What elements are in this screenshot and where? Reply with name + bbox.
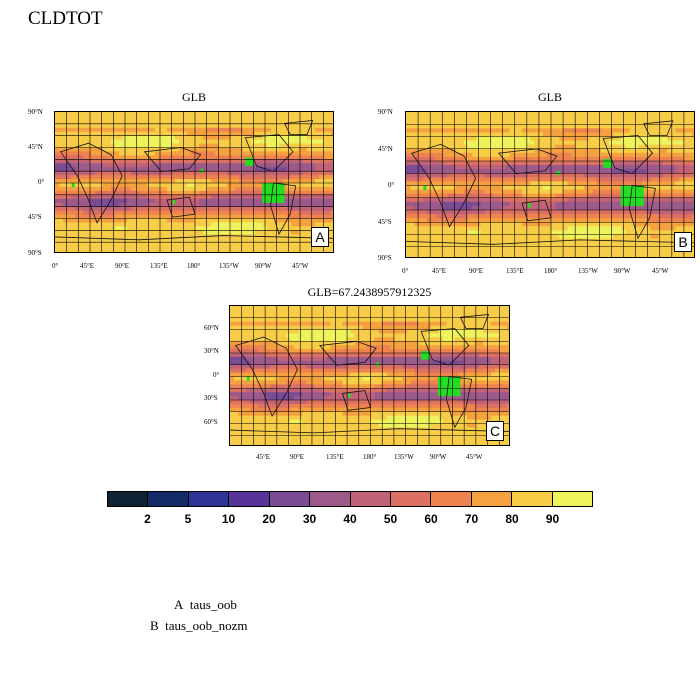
colorbar-label: 20 <box>262 512 276 526</box>
lat-tick: 60°S <box>204 418 218 426</box>
legend-item-b: B taus_oob_nozm <box>150 618 248 634</box>
lon-tick: 135°W <box>578 267 598 275</box>
colorbar-label: 2 <box>144 512 151 526</box>
lat-tick: 30°N <box>204 347 219 355</box>
lon-tick: 45°E <box>80 262 95 270</box>
panel-a-letter: A <box>311 227 329 247</box>
lon-tick: 0° <box>402 267 409 275</box>
colorbar-swatch <box>148 492 189 506</box>
lon-tick: 45°W <box>466 453 483 461</box>
colorbar-label: 30 <box>302 512 317 526</box>
lat-tick: 0° <box>213 371 220 379</box>
legend-case-name: taus_oob <box>189 597 237 612</box>
colorbar-swatch <box>269 492 311 506</box>
colorbar-label: 90 <box>545 512 560 526</box>
panel-c-map: C <box>229 305 510 446</box>
lat-tick: 90°S <box>28 249 42 257</box>
lon-tick: 45°E <box>256 453 271 461</box>
panel-c-letter: C <box>486 421 504 441</box>
panel-c-title: GLB=67.2438957912325 <box>307 285 432 299</box>
main-title: CLDTOT <box>28 8 103 29</box>
lon-tick: 90°W <box>255 262 272 270</box>
legend-letter: B <box>150 618 159 633</box>
panel-b-map: B <box>405 111 695 258</box>
panel-a-field <box>55 112 333 252</box>
panel-c-field <box>230 306 509 445</box>
lat-tick: 90°N <box>28 108 43 116</box>
colorbar-label: 10 <box>221 512 236 526</box>
lat-tick: 45°S <box>28 213 42 221</box>
colorbar-label: 5 <box>184 512 192 526</box>
lon-tick: 180° <box>187 262 201 270</box>
lat-tick: 45°N <box>378 145 393 153</box>
colorbar-swatch <box>512 492 553 506</box>
lat-tick: 0° <box>388 181 395 189</box>
colorbar-swatch <box>390 492 432 506</box>
colorbar-swatch <box>310 492 351 506</box>
colorbar-swatch <box>350 492 391 506</box>
colorbar-label: 40 <box>343 512 357 526</box>
colorbar-label: 70 <box>464 512 479 526</box>
lat-tick: 45°N <box>28 143 43 151</box>
panel-b-letter: B <box>674 232 692 252</box>
lat-tick: 90°S <box>378 254 392 262</box>
lat-tick: 30°S <box>204 394 218 402</box>
lon-tick: 90°W <box>614 267 631 275</box>
panel-b-field <box>406 112 694 257</box>
lat-tick: 60°N <box>204 324 219 332</box>
colorbar-label: 80 <box>505 512 519 526</box>
lon-tick: 180° <box>363 453 377 461</box>
panel-a-map: A <box>54 111 334 253</box>
lon-tick: 180° <box>544 267 558 275</box>
lon-tick: 45°W <box>292 262 309 270</box>
colorbar-swatch <box>431 492 472 506</box>
colorbar-label: 50 <box>383 512 398 526</box>
panel-b-title: GLB <box>538 90 562 104</box>
colorbar-swatch <box>229 492 270 506</box>
lon-tick: 135°W <box>219 262 239 270</box>
lon-tick: 45°E <box>432 267 447 275</box>
panel-a-title: GLB <box>182 90 206 104</box>
lon-tick: 135°E <box>150 262 168 270</box>
colorbar-label: 60 <box>424 512 438 526</box>
lon-tick: 0° <box>52 262 59 270</box>
lat-tick: 45°S <box>378 218 392 226</box>
lat-tick: 0° <box>38 178 45 186</box>
lon-tick: 135°W <box>394 453 414 461</box>
colorbar-swatch <box>108 492 149 506</box>
lon-tick: 90°E <box>115 262 130 270</box>
lon-tick: 45°W <box>652 267 669 275</box>
lon-tick: 90°W <box>430 453 447 461</box>
colorbar-swatch <box>188 492 230 506</box>
lon-tick: 135°E <box>506 267 524 275</box>
lon-tick: 90°E <box>469 267 484 275</box>
colorbar <box>107 491 593 507</box>
colorbar-swatch <box>471 492 513 506</box>
legend-case-name: taus_oob_nozm <box>165 618 248 633</box>
legend-letter: A <box>174 597 184 612</box>
lon-tick: 90°E <box>290 453 305 461</box>
legend-item-a: A taus_oob <box>174 597 237 613</box>
colorbar-swatch <box>552 492 593 506</box>
lat-tick: 90°N <box>378 108 393 116</box>
lon-tick: 135°E <box>326 453 344 461</box>
